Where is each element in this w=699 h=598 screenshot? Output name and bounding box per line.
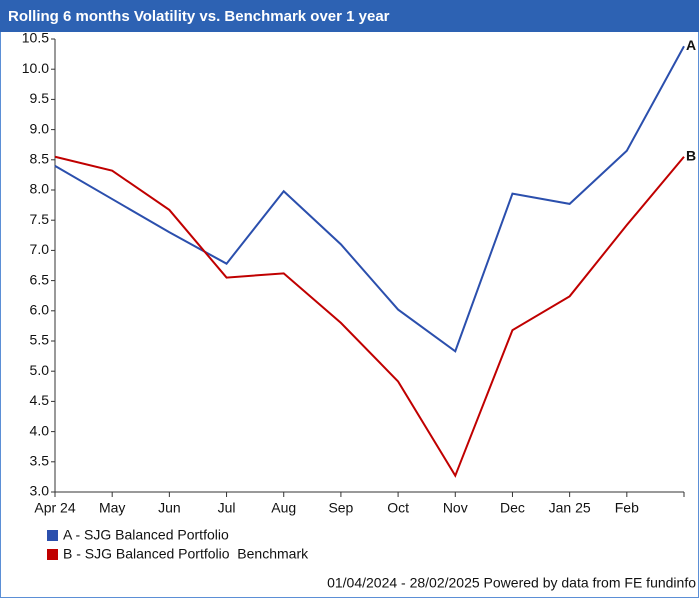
- series-line: [54, 45, 685, 353]
- end-label: B: [686, 147, 696, 163]
- x-tick-label: Feb: [615, 500, 639, 516]
- x-tick-label: Jul: [218, 500, 236, 516]
- x-tick-label: Dec: [500, 500, 525, 516]
- y-tick-label: 10.0: [22, 60, 49, 76]
- y-tick-label: 5.5: [30, 332, 50, 348]
- end-label: A: [686, 37, 696, 53]
- x-tick-label: Jan 25: [549, 500, 591, 516]
- x-tick-label: Sep: [328, 500, 353, 516]
- x-tick-label: Aug: [271, 500, 296, 516]
- footer: 01/04/2024 - 28/02/2025 Powered by data …: [327, 575, 696, 591]
- y-tick-label: 4.5: [30, 392, 50, 408]
- x-tick-label: May: [99, 500, 125, 516]
- y-tick-label: 7.5: [30, 211, 50, 227]
- x-tick-label: Apr 24: [34, 500, 75, 516]
- legend-swatch: [47, 549, 58, 560]
- y-tick-label: 9.5: [30, 90, 50, 106]
- y-tick-label: 3.5: [30, 453, 50, 469]
- chart-title: Rolling 6 months Volatility vs. Benchmar…: [8, 8, 390, 25]
- x-tick-label: Nov: [443, 500, 468, 516]
- y-tick-label: 3.0: [30, 483, 50, 499]
- y-tick-label: 8.5: [30, 151, 50, 167]
- y-tick-label: 6.0: [30, 302, 50, 318]
- y-tick-label: 8.0: [30, 181, 50, 197]
- x-tick-label: Oct: [387, 500, 409, 516]
- legend-label: A - SJG Balanced Portfolio: [63, 527, 229, 543]
- y-tick-label: 10.5: [22, 30, 49, 46]
- y-tick-label: 5.0: [30, 362, 50, 378]
- y-tick-label: 4.0: [30, 422, 50, 438]
- legend-swatch: [47, 530, 58, 541]
- x-tick-label: Jun: [158, 500, 181, 516]
- y-tick-label: 9.0: [30, 120, 50, 136]
- y-tick-label: 7.0: [30, 241, 50, 257]
- title-bar: [0, 0, 699, 32]
- legend-label: B - SJG Balanced Portfolio Benchmark: [63, 546, 309, 562]
- y-tick-label: 6.5: [30, 271, 50, 287]
- series-line: [54, 155, 685, 478]
